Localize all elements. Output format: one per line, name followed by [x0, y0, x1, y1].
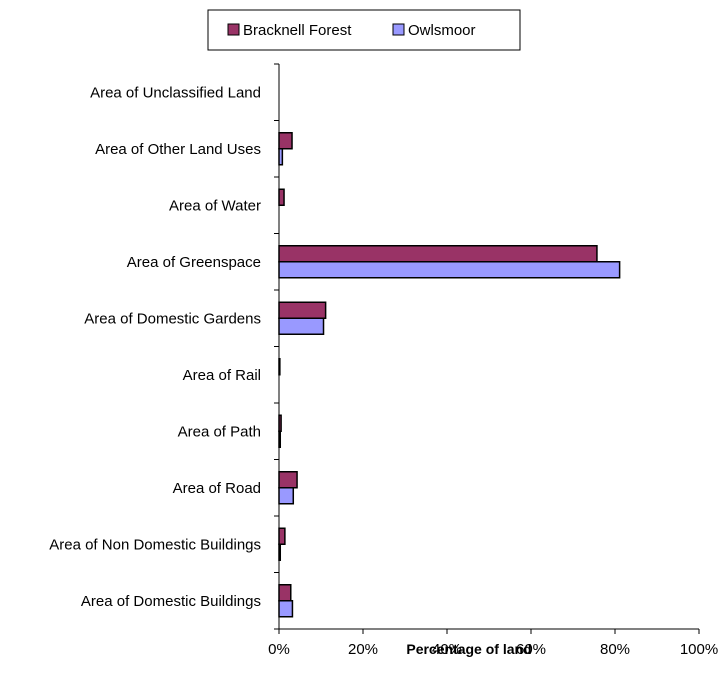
legend-label-owlsmoor: Owlsmoor: [408, 22, 476, 39]
bar-bracknell-forest-area-of-domestic-buildings: [278, 584, 292, 602]
bar-bracknell-forest-area-of-water: [278, 188, 285, 206]
bar-bracknell-forest-area-of-greenspace: [278, 245, 598, 263]
bars: [278, 132, 621, 618]
x-tick-label: 60%: [516, 641, 546, 658]
y-axis: Area of Unclassified Land Area of Other L…: [49, 63, 280, 630]
bar-owlsmoor-area-of-domestic-buildings: [278, 600, 294, 618]
x-axis-title: Percentage of land: [406, 641, 531, 657]
category-label-area-of-domestic-gardens: Area of Domestic Gardens: [84, 310, 261, 327]
bar-owlsmoor-area-of-road: [278, 487, 295, 505]
bar-bracknell-forest-area-of-non-domestic-buildings: [278, 527, 286, 545]
category-label-area-of-greenspace: Area of Greenspace: [127, 254, 261, 271]
x-tick-label: 80%: [600, 641, 630, 658]
x-tick-label: 100%: [680, 641, 718, 658]
legend-frame: [207, 9, 521, 51]
category-label-area-of-unclassified-land: Area of Unclassified Land: [90, 84, 261, 101]
legend-swatch-owlsmoor: [392, 23, 405, 36]
category-label-area-of-rail: Area of Rail: [183, 367, 261, 384]
x-tick-label: 20%: [348, 641, 378, 658]
bar-bracknell-forest-area-of-other-land-uses: [278, 132, 293, 150]
bar-owlsmoor-area-of-greenspace: [278, 261, 621, 279]
legend: Bracknell Forest Owlsmoor: [207, 9, 521, 51]
category-label-area-of-non-domestic-buildings: Area of Non Domestic Buildings: [49, 536, 261, 553]
x-tick-label: 0%: [268, 641, 290, 658]
x-axis: 0% 20% 40% 60% 80% 100%: [268, 628, 718, 658]
category-label-area-of-road: Area of Road: [173, 480, 261, 497]
bar-bracknell-forest-area-of-road: [278, 471, 298, 489]
category-label-area-of-path: Area of Path: [178, 423, 261, 440]
legend-swatch-bracknell-forest: [227, 23, 240, 36]
bar-owlsmoor-area-of-domestic-gardens: [278, 317, 325, 335]
x-tick-label: 40%: [432, 641, 462, 658]
category-label-area-of-water: Area of Water: [169, 197, 261, 214]
legend-label-bracknell-forest: Bracknell Forest: [243, 22, 352, 39]
category-label-area-of-domestic-buildings: Area of Domestic Buildings: [81, 593, 261, 610]
bar-bracknell-forest-area-of-domestic-gardens: [278, 301, 327, 319]
category-label-area-of-other-land-uses: Area of Other Land Uses: [95, 141, 261, 158]
bar-owlsmoor-area-of-other-land-uses: [278, 148, 284, 166]
